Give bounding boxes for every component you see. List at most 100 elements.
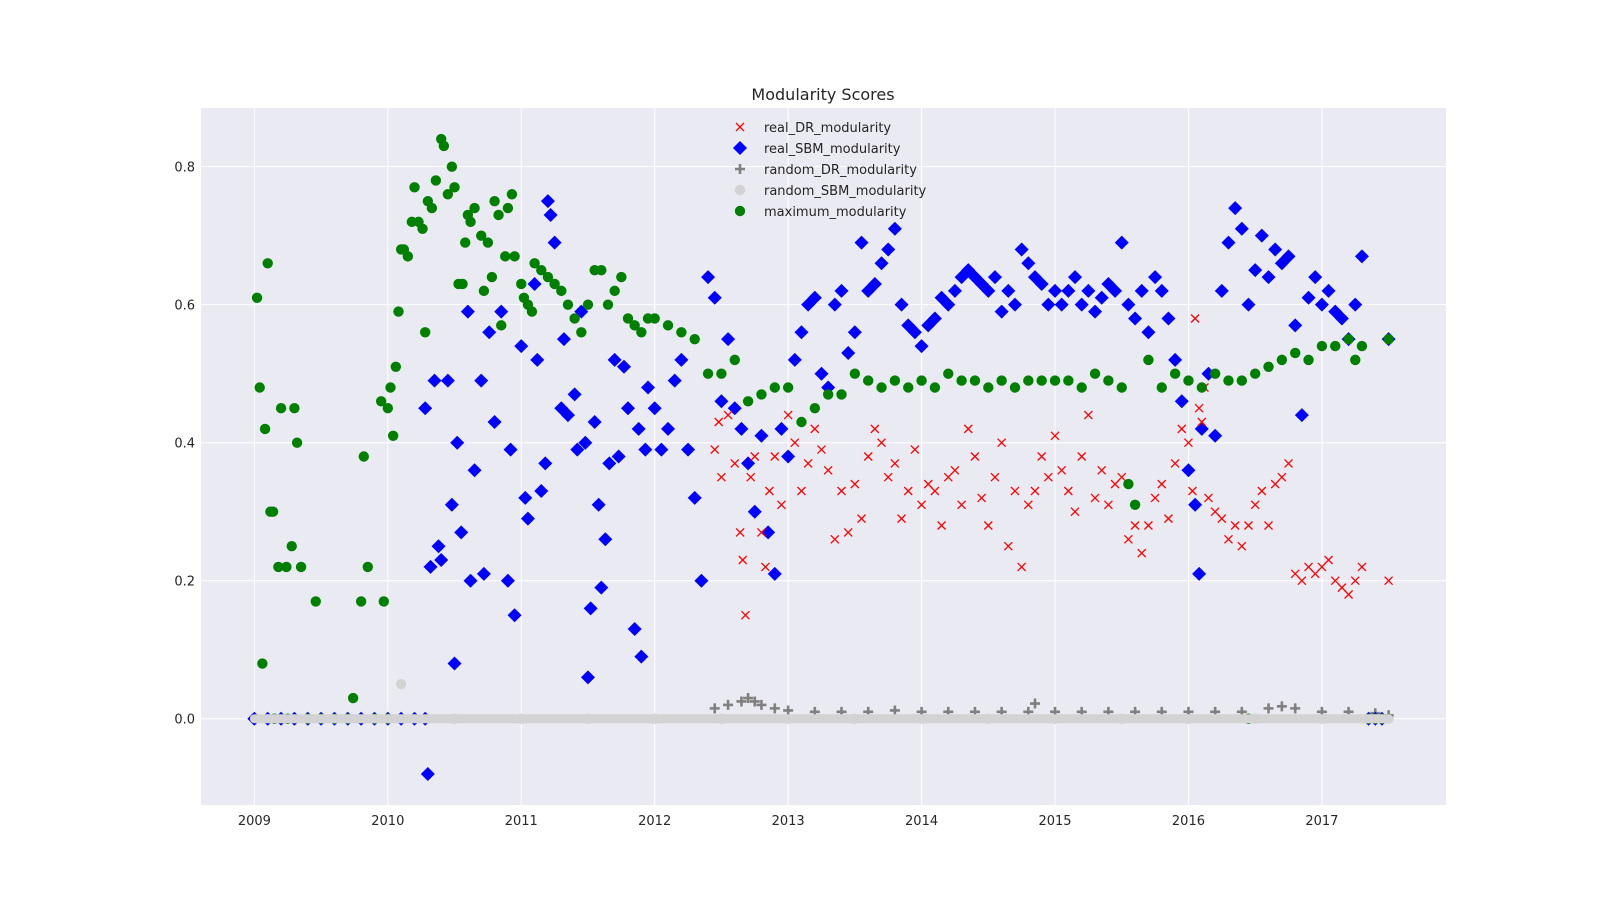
data-point xyxy=(914,339,929,354)
data-point xyxy=(507,608,522,623)
data-point xyxy=(1137,548,1147,558)
data-point xyxy=(790,438,800,448)
data-point xyxy=(1037,452,1047,461)
data-point xyxy=(631,421,646,436)
data-point xyxy=(540,194,555,209)
data-point xyxy=(474,373,489,388)
data-point xyxy=(1224,534,1233,544)
data-point xyxy=(636,327,647,338)
data-point xyxy=(502,202,514,214)
data-point xyxy=(1181,463,1196,478)
data-point xyxy=(591,497,606,512)
data-point xyxy=(981,283,996,298)
data-point xyxy=(1290,703,1301,714)
data-point xyxy=(983,521,993,530)
data-point xyxy=(482,325,497,340)
data-point xyxy=(1294,408,1309,423)
data-point xyxy=(927,311,942,326)
data-point xyxy=(1177,424,1187,434)
data-point xyxy=(990,472,1000,482)
data-point xyxy=(887,221,902,236)
data-point xyxy=(1354,249,1369,264)
data-point xyxy=(556,332,571,347)
data-point xyxy=(1357,562,1367,572)
data-point xyxy=(742,396,754,407)
legend-label: random_SBM_modularity xyxy=(764,184,927,199)
data-point xyxy=(1197,417,1207,427)
data-point xyxy=(257,658,268,669)
data-point xyxy=(1350,354,1361,366)
legend: real_DR_modularity real_SBM_modularityran… xyxy=(733,121,927,220)
data-point xyxy=(1208,428,1223,443)
data-point xyxy=(460,304,475,319)
data-point xyxy=(469,202,480,214)
data-point xyxy=(556,285,567,297)
data-point xyxy=(710,445,720,455)
data-point xyxy=(582,299,594,310)
data-point xyxy=(847,325,862,340)
data-point xyxy=(1183,375,1194,386)
data-point xyxy=(418,401,433,416)
data-point xyxy=(430,175,442,186)
data-point xyxy=(857,514,866,524)
data-point xyxy=(1043,472,1053,482)
data-point xyxy=(434,553,449,568)
data-point xyxy=(977,493,987,503)
data-point xyxy=(714,394,729,409)
data-point xyxy=(930,486,940,496)
data-point xyxy=(707,290,722,305)
data-point xyxy=(1090,493,1100,503)
data-point xyxy=(867,276,882,291)
data-point xyxy=(1021,256,1036,271)
data-point xyxy=(1337,583,1347,593)
data-point xyxy=(409,182,420,193)
data-point xyxy=(1123,534,1133,544)
data-point xyxy=(578,435,593,450)
data-point xyxy=(583,601,598,616)
legend-marker xyxy=(734,205,746,217)
data-point xyxy=(1217,514,1227,524)
data-point xyxy=(969,375,981,386)
data-point xyxy=(1244,521,1253,530)
data-point xyxy=(1330,340,1341,352)
data-point xyxy=(1103,500,1113,510)
data-point xyxy=(746,472,756,482)
data-point xyxy=(289,402,300,414)
data-point xyxy=(641,380,656,395)
data-point xyxy=(783,410,793,420)
data-point xyxy=(983,382,994,393)
data-point xyxy=(576,327,587,338)
data-point xyxy=(1068,270,1083,285)
data-point xyxy=(1334,311,1349,326)
data-point xyxy=(923,479,933,489)
data-point xyxy=(1343,333,1354,345)
data-point xyxy=(783,705,794,716)
data-point xyxy=(1276,701,1287,712)
data-point xyxy=(1117,472,1127,482)
data-point xyxy=(797,486,806,496)
data-point xyxy=(910,445,920,455)
data-point xyxy=(1023,375,1034,386)
data-point xyxy=(355,596,367,607)
data-point xyxy=(446,161,458,172)
data-point xyxy=(756,699,767,710)
data-point xyxy=(1384,576,1394,586)
data-point xyxy=(943,368,954,379)
data-point xyxy=(275,402,287,414)
data-point xyxy=(530,352,545,367)
data-point xyxy=(1103,375,1114,386)
x-tick-label: 2011 xyxy=(505,814,538,829)
data-point xyxy=(890,458,900,468)
data-point xyxy=(536,264,547,276)
data-point xyxy=(506,189,518,200)
data-point xyxy=(1314,297,1329,312)
data-point xyxy=(638,442,653,457)
data-point xyxy=(509,251,520,262)
legend-label: random_DR_modularity xyxy=(764,163,917,178)
data-point xyxy=(943,472,953,482)
data-point xyxy=(709,703,720,714)
data-point xyxy=(431,539,446,554)
data-point xyxy=(417,223,428,234)
data-point xyxy=(997,438,1007,448)
data-point xyxy=(393,306,404,317)
